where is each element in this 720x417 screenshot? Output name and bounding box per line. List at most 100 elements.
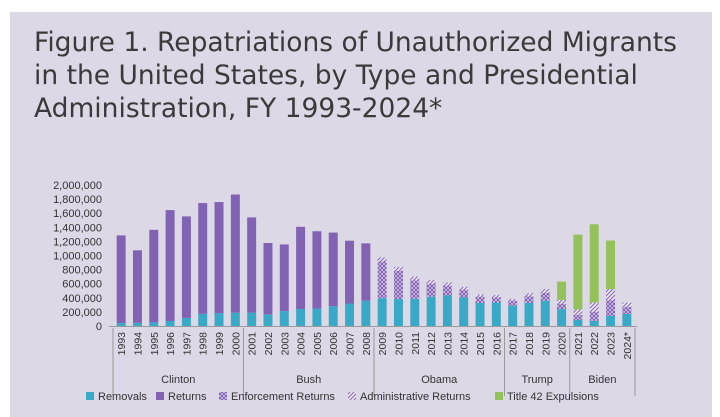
bar-enforcement-returns-2015	[475, 296, 485, 304]
x-tick-label: 1998	[198, 332, 210, 356]
x-tick-label: 1993	[116, 332, 128, 356]
bars	[116, 194, 632, 326]
x-tick-label: 1999	[214, 332, 226, 356]
legend-label-enforcement-returns: Enforcement Returns	[231, 391, 335, 403]
bar-title-42-expulsions-2023	[606, 240, 616, 290]
bar-removals-1995	[149, 322, 159, 326]
y-tick-label: 1,600,000	[53, 208, 102, 220]
x-tick-label: 1997	[181, 332, 193, 356]
administration-label-trump: Trump	[521, 374, 552, 386]
bar-administrative-returns-2020	[557, 299, 567, 304]
bar-removals-1994	[132, 322, 142, 326]
bar-removals-1999	[214, 313, 224, 326]
bar-removals-2001	[247, 312, 257, 326]
chart-card	[10, 12, 712, 417]
bar-removals-2023	[606, 315, 616, 326]
bar-removals-1996	[165, 321, 175, 326]
bar-enforcement-returns-2024	[622, 306, 632, 314]
bar-removals-2013	[442, 295, 452, 326]
bar-removals-2006	[328, 306, 338, 326]
bar-returns-2003	[279, 244, 289, 312]
x-tick-label: 2018	[524, 332, 536, 356]
bar-administrative-returns-2015	[475, 294, 485, 297]
bar-administrative-returns-2012	[426, 279, 436, 285]
bar-returns-1997	[181, 216, 191, 318]
y-tick-label: 1,400,000	[53, 222, 102, 234]
bar-removals-2002	[263, 314, 273, 326]
x-tick-label: 2011	[410, 332, 422, 355]
x-tick-label: 2012	[426, 332, 438, 356]
bar-title-42-expulsions-2021	[573, 234, 583, 310]
bar-removals-2008	[361, 300, 371, 326]
x-tick-label: 2009	[377, 332, 389, 356]
y-tick-label: 2,000,000	[53, 180, 102, 192]
bar-enforcement-returns-2022	[589, 311, 599, 321]
x-tick-label: 2003	[279, 332, 291, 356]
bar-administrative-returns-2018	[524, 293, 534, 297]
bar-administrative-returns-2017	[508, 298, 518, 301]
bar-administrative-returns-2016	[491, 295, 501, 298]
administration-label-bush: Bush	[296, 374, 321, 386]
bar-returns-1993	[116, 235, 126, 324]
y-tick-label: 400,000	[62, 293, 102, 305]
bar-removals-2004	[296, 309, 306, 326]
bar-enforcement-returns-2016	[491, 297, 501, 303]
x-tick-label: 2002	[263, 332, 275, 356]
bar-enforcement-returns-2018	[524, 296, 534, 303]
x-tick-label: 2023	[606, 332, 618, 356]
bar-returns-2002	[263, 243, 273, 315]
x-tick-label: 2024*	[622, 332, 634, 359]
administration-label-clinton: Clinton	[161, 374, 195, 386]
bar-removals-2019	[540, 300, 550, 326]
bar-removals-2015	[475, 303, 485, 326]
bar-removals-2000	[230, 312, 240, 326]
legend-swatch-returns	[156, 392, 164, 400]
x-tick-label: 1994	[132, 332, 144, 356]
bar-returns-2006	[328, 232, 338, 307]
bar-removals-2024	[622, 313, 632, 326]
x-tick-label: 2013	[442, 332, 454, 356]
bar-returns-1995	[149, 229, 159, 323]
bar-enforcement-returns-2010	[393, 270, 403, 300]
bar-removals-1993	[116, 323, 126, 326]
y-tick-label: 1,800,000	[53, 194, 102, 206]
bar-title-42-expulsions-2022	[589, 224, 599, 303]
x-axis: 1993 1994 1995 1996 1997 1998 1999 2000 2001 2002…	[109, 326, 637, 359]
x-tick-label: 2020	[557, 332, 569, 356]
legend-swatch-administrative-returns	[348, 392, 356, 400]
bar-enforcement-returns-2011	[410, 280, 420, 299]
x-tick-label: 2006	[328, 332, 340, 356]
bar-returns-1994	[132, 250, 142, 323]
bar-removals-2020	[557, 309, 567, 326]
administration-label-biden: Biden	[588, 374, 616, 386]
x-tick-label: 2019	[540, 332, 552, 356]
bar-removals-2005	[312, 308, 322, 326]
bar-returns-1999	[214, 202, 224, 314]
bar-returns-2007	[345, 240, 355, 304]
x-tick-label: 1996	[165, 332, 177, 356]
bar-removals-1998	[198, 313, 208, 326]
bar-removals-2021	[573, 319, 583, 326]
bar-enforcement-returns-2017	[508, 300, 518, 306]
bar-administrative-returns-2011	[410, 276, 420, 281]
legend-label-removals: Removals	[98, 391, 147, 403]
bar-returns-2004	[296, 226, 306, 310]
y-tick-label: 600,000	[62, 279, 102, 291]
bar-enforcement-returns-2009	[377, 261, 387, 299]
bar-administrative-returns-2021	[573, 309, 583, 316]
administration-label-obama: Obama	[421, 374, 458, 386]
x-tick-label: 2010	[393, 332, 405, 356]
y-tick-label: 800,000	[62, 265, 102, 277]
y-tick-label: 1,200,000	[53, 236, 102, 248]
bar-removals-2017	[508, 305, 518, 326]
y-tick-label: 0	[96, 321, 102, 333]
bar-returns-2001	[247, 217, 257, 313]
x-tick-label: 2004	[296, 332, 308, 356]
bar-returns-1996	[165, 210, 175, 322]
bar-removals-2012	[426, 296, 436, 326]
bar-chart: 0 200,000 400,000 600,000 800,000 1,000,000 1,…	[53, 180, 637, 403]
bar-enforcement-returns-2020	[557, 303, 567, 310]
legend-swatch-removals	[86, 392, 94, 400]
y-tick-label: 200,000	[62, 307, 102, 319]
legend-label-returns: Returns	[168, 391, 207, 403]
